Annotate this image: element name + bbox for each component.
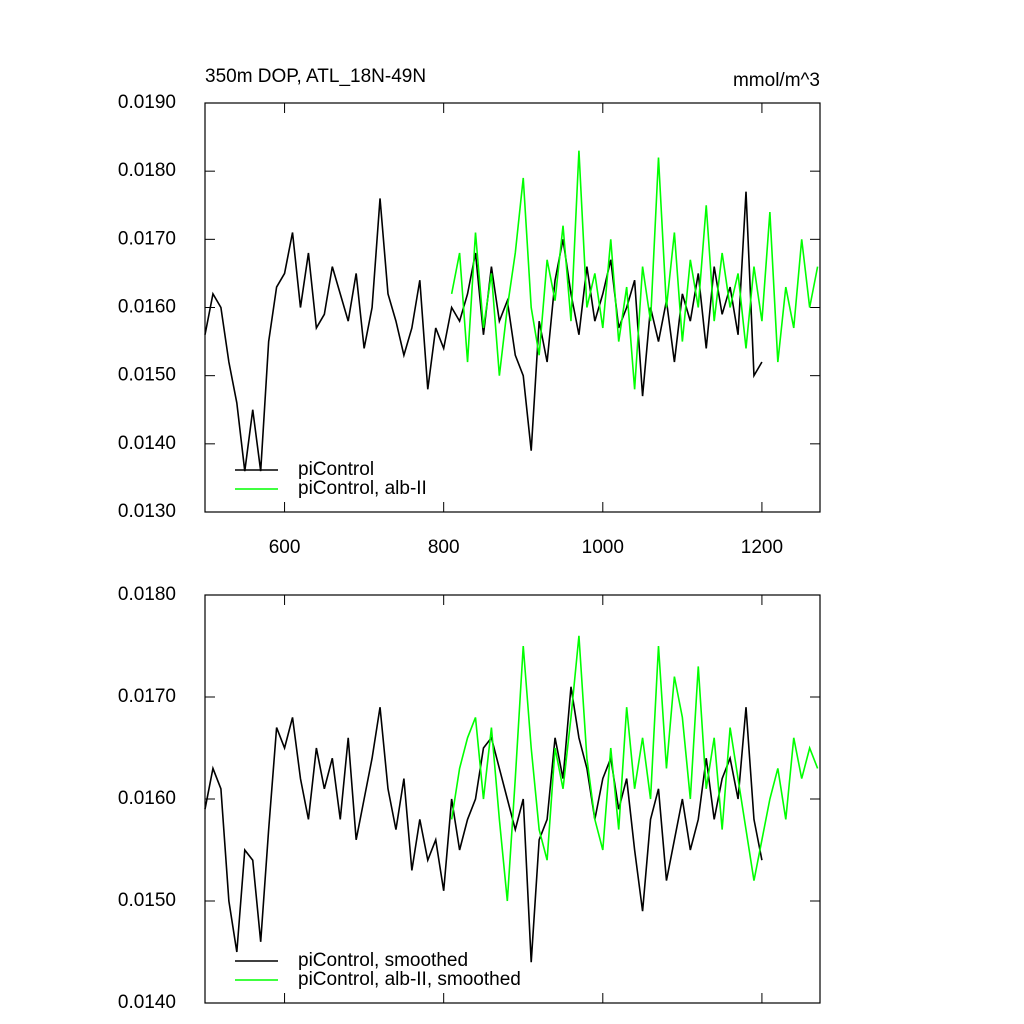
plot-frame xyxy=(204,594,821,1004)
y-tick-label: 0.0140 xyxy=(118,433,176,454)
y-tick-label: 0.0130 xyxy=(118,501,176,522)
series-line xyxy=(204,191,763,472)
x-tick-label: 600 xyxy=(269,537,301,558)
y-tick-label: 0.0140 xyxy=(118,992,176,1013)
legend-label: piControl xyxy=(298,459,374,480)
y-tick-label: 0.0160 xyxy=(118,788,176,809)
y-tick-label: 0.0170 xyxy=(118,686,176,707)
chart-title: 350m DOP, ATL_18N-49N xyxy=(205,66,426,87)
y-tick-label: 0.0180 xyxy=(118,584,176,605)
y-tick-label: 0.0150 xyxy=(118,365,176,386)
series-line xyxy=(450,150,819,390)
series-line xyxy=(450,635,819,902)
x-tick-label: 1000 xyxy=(582,537,624,558)
y-tick-label: 0.0160 xyxy=(118,297,176,318)
legend-label: piControl, alb-II, smoothed xyxy=(298,969,521,990)
y-tick-label: 0.0190 xyxy=(118,92,176,113)
y-tick-label: 0.0150 xyxy=(118,890,176,911)
units-label: mmol/m^3 xyxy=(733,70,820,91)
y-tick-label: 0.0180 xyxy=(118,160,176,181)
x-tick-label: 1200 xyxy=(741,537,783,558)
series-line xyxy=(204,686,763,963)
plot-frame xyxy=(204,102,821,513)
x-tick-label: 800 xyxy=(428,537,460,558)
legend-label: piControl, smoothed xyxy=(298,950,468,971)
y-tick-label: 0.0170 xyxy=(118,228,176,249)
legend-label: piControl, alb-II xyxy=(298,478,427,499)
